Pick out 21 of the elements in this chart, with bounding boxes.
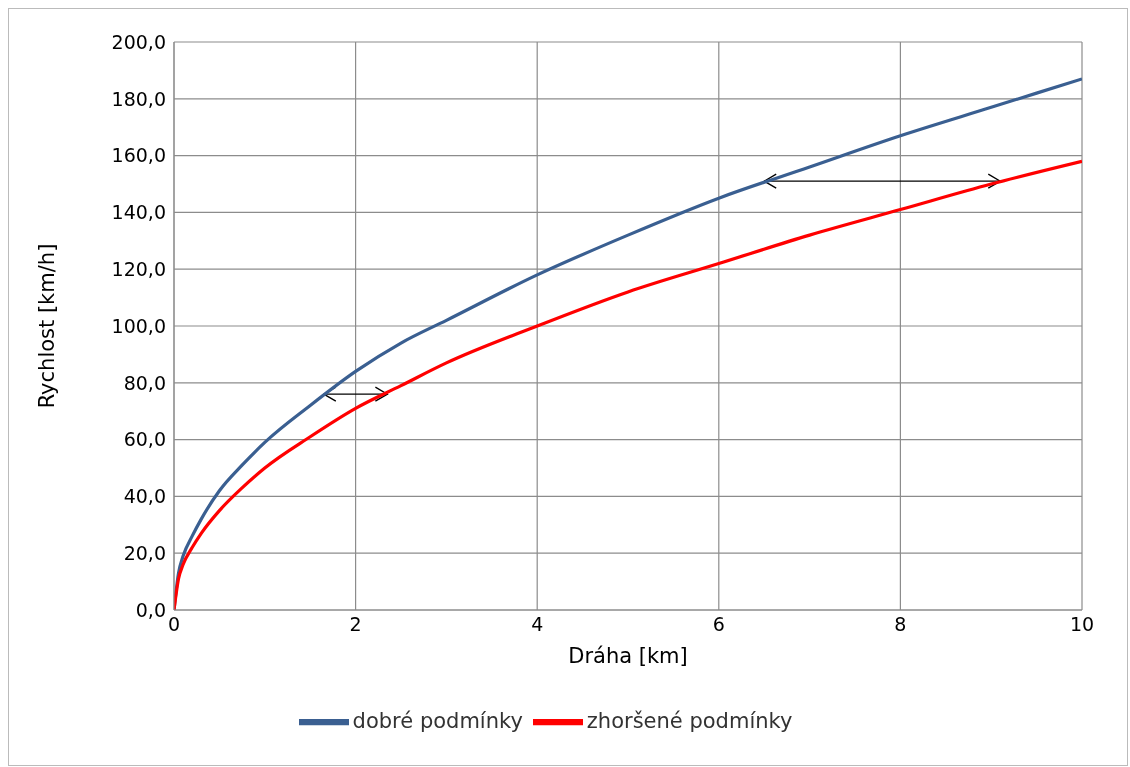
legend-label: dobré podmínky: [352, 709, 523, 733]
x-tick-label: 0: [167, 613, 181, 636]
x-tick-label: 6: [712, 613, 725, 636]
x-tick-label: 10: [1069, 613, 1095, 636]
y-tick-label: 60,0: [123, 428, 166, 451]
y-tick-label: 0,0: [135, 598, 166, 621]
y-tick-label: 120,0: [111, 257, 166, 280]
y-tick-label: 140,0: [111, 201, 166, 224]
y-tick-label: 200,0: [111, 30, 166, 53]
y-tick-label: 80,0: [123, 371, 166, 394]
y-tick-label: 100,0: [111, 314, 166, 337]
x-tick-label: 2: [349, 613, 362, 636]
y-tick-label: 180,0: [111, 87, 166, 110]
y-tick-label: 20,0: [123, 541, 166, 564]
legend-label: zhoršené podmínky: [586, 709, 793, 733]
y-tick-label: 40,0: [123, 485, 166, 508]
x-tick-label: 4: [531, 613, 544, 636]
x-axis-title: Dráha [km]: [568, 644, 688, 668]
x-tick-label: 8: [894, 613, 907, 636]
y-tick-label: 160,0: [111, 144, 166, 167]
y-axis-title: Rychlost [km/h]: [35, 243, 60, 409]
